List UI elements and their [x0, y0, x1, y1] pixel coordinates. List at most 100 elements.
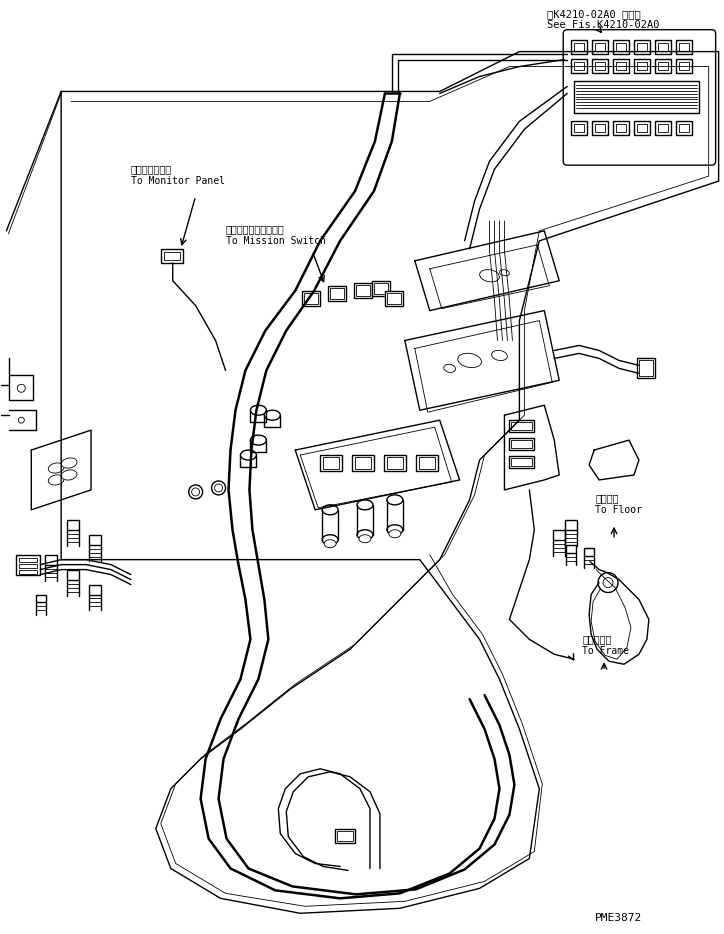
Ellipse shape: [458, 353, 481, 368]
Ellipse shape: [389, 530, 401, 538]
Ellipse shape: [251, 435, 266, 446]
Ellipse shape: [359, 535, 371, 543]
Bar: [335, 828, 355, 842]
Bar: [304, 292, 318, 304]
Bar: [658, 124, 668, 133]
Text: フレームへ: フレームへ: [582, 634, 612, 644]
Ellipse shape: [49, 463, 64, 474]
Bar: [613, 39, 629, 53]
Bar: [511, 458, 532, 466]
Bar: [387, 292, 401, 304]
Bar: [511, 440, 532, 448]
Bar: [337, 830, 353, 841]
Bar: [679, 124, 689, 133]
Bar: [571, 121, 587, 135]
Bar: [616, 124, 626, 133]
Bar: [418, 457, 434, 469]
Bar: [655, 39, 671, 53]
Bar: [592, 59, 608, 73]
Ellipse shape: [251, 405, 266, 416]
Bar: [637, 124, 647, 133]
Bar: [67, 520, 79, 530]
Bar: [20, 558, 37, 561]
Bar: [416, 455, 438, 471]
Bar: [675, 59, 691, 73]
Ellipse shape: [240, 450, 256, 460]
Bar: [574, 81, 699, 113]
Ellipse shape: [500, 270, 510, 276]
Bar: [658, 62, 668, 69]
Bar: [658, 43, 668, 50]
Bar: [164, 252, 180, 260]
Ellipse shape: [387, 495, 403, 505]
Bar: [320, 455, 342, 471]
Bar: [20, 570, 37, 573]
Circle shape: [192, 488, 200, 496]
Bar: [302, 290, 320, 305]
Text: See Fis.K4210-02A0: See Fis.K4210-02A0: [547, 20, 660, 30]
Bar: [592, 39, 608, 53]
Bar: [616, 43, 626, 50]
Ellipse shape: [444, 364, 455, 373]
Bar: [613, 121, 629, 135]
Bar: [20, 563, 37, 568]
Text: ミッションスイッチへ: ミッションスイッチへ: [225, 224, 285, 234]
Ellipse shape: [322, 505, 338, 515]
Bar: [385, 290, 403, 305]
Ellipse shape: [62, 470, 77, 480]
Bar: [566, 545, 576, 553]
Bar: [384, 455, 406, 471]
Bar: [613, 59, 629, 73]
Text: フロアへ: フロアへ: [595, 493, 618, 502]
Bar: [574, 43, 584, 50]
Bar: [352, 455, 374, 471]
Ellipse shape: [479, 270, 500, 282]
Bar: [510, 420, 534, 432]
Bar: [637, 359, 655, 378]
Bar: [675, 39, 691, 53]
Bar: [584, 547, 594, 556]
Bar: [655, 59, 671, 73]
Bar: [571, 59, 587, 73]
Bar: [89, 535, 101, 545]
Bar: [553, 530, 565, 540]
Bar: [355, 457, 371, 469]
Bar: [374, 283, 388, 293]
Bar: [675, 121, 691, 135]
Bar: [36, 595, 46, 602]
Circle shape: [598, 573, 618, 592]
Ellipse shape: [324, 540, 336, 547]
Circle shape: [211, 481, 225, 495]
Bar: [330, 288, 344, 299]
Bar: [372, 281, 390, 296]
Bar: [328, 286, 346, 301]
Bar: [510, 438, 534, 450]
Circle shape: [214, 484, 222, 492]
Bar: [639, 361, 653, 376]
FancyBboxPatch shape: [563, 30, 715, 165]
Text: To Monitor Panel: To Monitor Panel: [131, 177, 225, 186]
Circle shape: [17, 384, 25, 392]
Text: PME3872: PME3872: [595, 913, 642, 924]
Text: To Floor: To Floor: [595, 505, 642, 515]
Bar: [679, 43, 689, 50]
Bar: [574, 62, 584, 69]
Bar: [616, 62, 626, 69]
Bar: [161, 248, 182, 262]
Bar: [595, 62, 605, 69]
Bar: [45, 555, 57, 565]
Bar: [323, 457, 339, 469]
Ellipse shape: [62, 458, 77, 468]
Bar: [571, 39, 587, 53]
Circle shape: [18, 417, 25, 423]
Bar: [574, 124, 584, 133]
Bar: [634, 121, 650, 135]
Bar: [655, 121, 671, 135]
Ellipse shape: [387, 525, 403, 535]
Bar: [387, 457, 403, 469]
Bar: [356, 285, 370, 296]
Bar: [595, 124, 605, 133]
Circle shape: [189, 485, 203, 499]
Text: To Frame: To Frame: [582, 646, 629, 657]
Ellipse shape: [49, 474, 64, 485]
